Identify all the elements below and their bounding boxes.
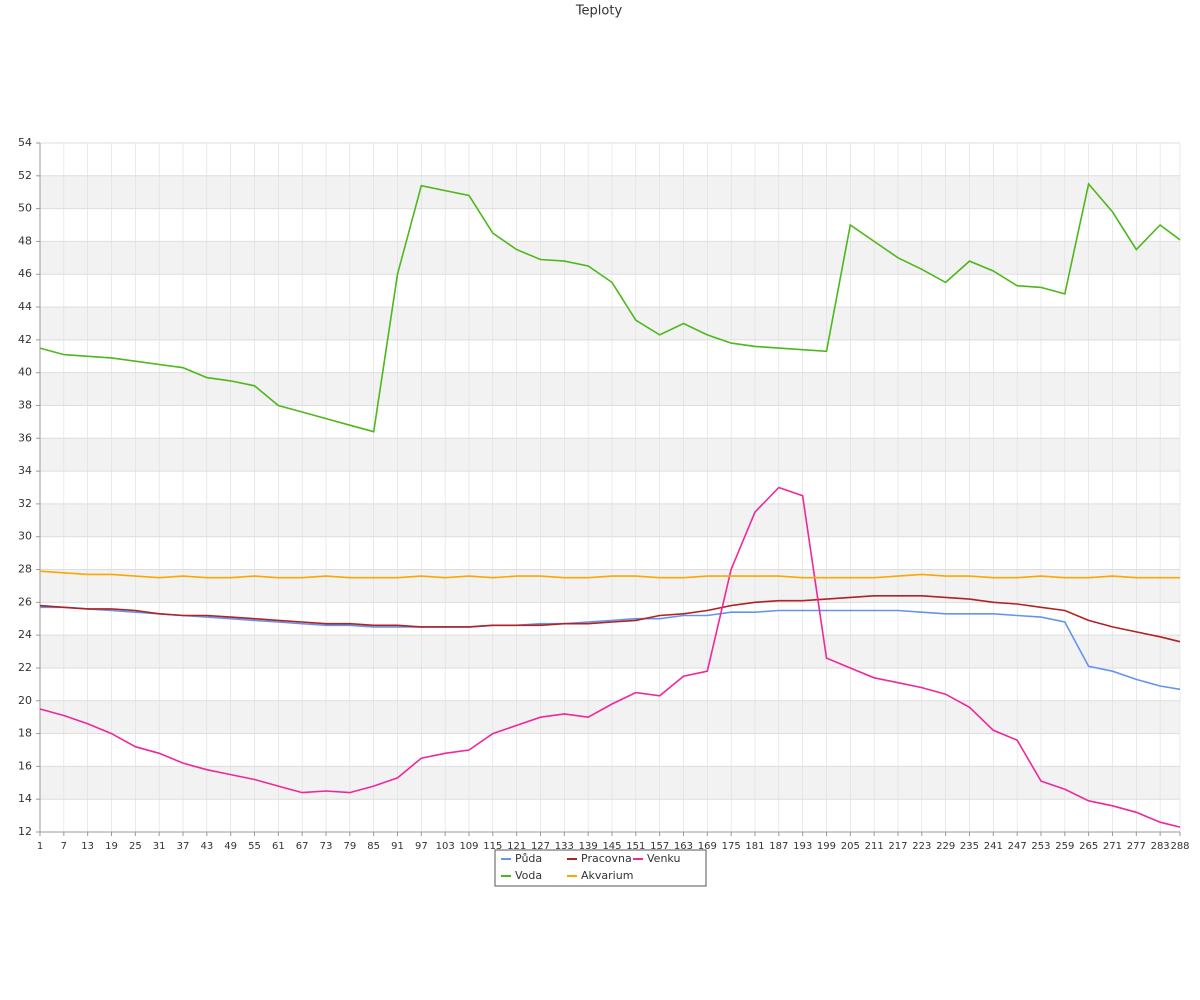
x-tick-label: 55: [248, 841, 261, 852]
y-tick-label: 46: [18, 267, 32, 280]
band: [40, 372, 1180, 406]
x-tick-label: 31: [153, 841, 166, 852]
x-tick-label: 259: [1055, 841, 1074, 852]
x-tick-label: 43: [200, 841, 213, 852]
x-tick-label: 67: [296, 841, 309, 852]
legend-label: Venku: [647, 852, 680, 865]
x-tick-label: 199: [817, 841, 836, 852]
band: [40, 569, 1180, 603]
legend-label: Půda: [515, 852, 542, 865]
x-tick-label: 283: [1151, 841, 1170, 852]
x-tick-label: 25: [129, 841, 142, 852]
x-tick-label: 288: [1170, 841, 1189, 852]
x-tick-label: 145: [602, 841, 621, 852]
x-tick-label: 163: [674, 841, 693, 852]
x-tick-label: 247: [1008, 841, 1027, 852]
series-line: [39, 570, 1180, 579]
x-tick-label: 271: [1103, 841, 1122, 852]
series-line: [39, 182, 1181, 433]
band: [40, 175, 1180, 209]
y-tick-label: 44: [18, 300, 32, 313]
x-tick-label: 217: [888, 841, 907, 852]
legend-label: Pracovna: [581, 852, 632, 865]
x-tick-label: 37: [177, 841, 190, 852]
y-tick-label: 50: [18, 202, 32, 215]
y-tick-label: 20: [18, 694, 32, 707]
y-tick-label: 36: [18, 431, 32, 444]
x-tick-label: 241: [984, 841, 1003, 852]
band: [40, 766, 1180, 800]
band: [40, 241, 1180, 275]
series-line: [39, 595, 1181, 643]
y-tick-label: 28: [18, 563, 32, 576]
x-tick-label: 127: [531, 841, 550, 852]
y-tick-label: 12: [18, 825, 32, 838]
x-tick-label: 73: [320, 841, 333, 852]
legend: [494, 849, 707, 887]
x-tick-label: 133: [555, 841, 574, 852]
x-tick-label: 13: [81, 841, 94, 852]
x-tick-label: 7: [61, 841, 67, 852]
chart-title: Teploty: [575, 4, 623, 19]
x-tick-label: 181: [745, 841, 764, 852]
x-tick-label: 193: [793, 841, 812, 852]
x-tick-label: 103: [436, 841, 455, 852]
x-tick-label: 265: [1079, 841, 1098, 852]
band: [40, 307, 1180, 340]
y-tick-label: 32: [18, 497, 32, 510]
x-tick-label: 121: [507, 841, 526, 852]
legend-label: Voda: [515, 869, 542, 882]
y-tick-label: 40: [18, 366, 32, 379]
y-tick-label: 34: [18, 464, 32, 477]
series-line: [40, 606, 1181, 691]
x-tick-label: 85: [367, 841, 380, 852]
x-tick-label: 187: [769, 841, 788, 852]
y-tick-label: 14: [18, 792, 32, 805]
band: [40, 635, 1180, 668]
x-tick-label: 175: [722, 841, 741, 852]
x-tick-label: 151: [626, 841, 645, 852]
x-tick-label: 211: [865, 841, 884, 852]
x-tick-label: 169: [698, 841, 717, 852]
y-tick-label: 24: [18, 628, 32, 641]
x-tick-label: 139: [579, 841, 598, 852]
x-tick-label: 97: [415, 841, 428, 852]
x-tick-label: 205: [841, 841, 860, 852]
x-tick-label: 277: [1127, 841, 1146, 852]
y-tick-label: 22: [18, 661, 32, 674]
x-tick-label: 223: [912, 841, 931, 852]
x-tick-label: 19: [105, 841, 118, 852]
band: [40, 438, 1180, 472]
x-tick-label: 157: [650, 841, 669, 852]
x-tick-label: 91: [391, 841, 404, 852]
x-tick-label: 49: [224, 841, 237, 852]
y-tick-label: 16: [18, 759, 32, 772]
y-tick-label: 38: [18, 398, 32, 411]
y-tick-label: 30: [18, 530, 32, 543]
x-tick-label: 61: [272, 841, 285, 852]
band: [40, 503, 1180, 537]
x-tick-label: 115: [483, 841, 502, 852]
x-tick-label: 1: [37, 841, 43, 852]
series-line: [39, 486, 1181, 828]
x-tick-label: 229: [936, 841, 955, 852]
y-tick-label: 26: [18, 595, 32, 608]
y-tick-label: 42: [18, 333, 32, 346]
y-tick-label: 18: [18, 727, 32, 740]
x-tick-label: 253: [1031, 841, 1050, 852]
y-tick-label: 48: [18, 234, 32, 247]
x-tick-label: 109: [459, 841, 478, 852]
legend-label: Akvarium: [581, 869, 633, 882]
y-tick-label: 52: [18, 169, 32, 182]
x-tick-label: 79: [343, 841, 356, 852]
x-tick-label: 235: [960, 841, 979, 852]
y-tick-label: 54: [18, 136, 32, 149]
